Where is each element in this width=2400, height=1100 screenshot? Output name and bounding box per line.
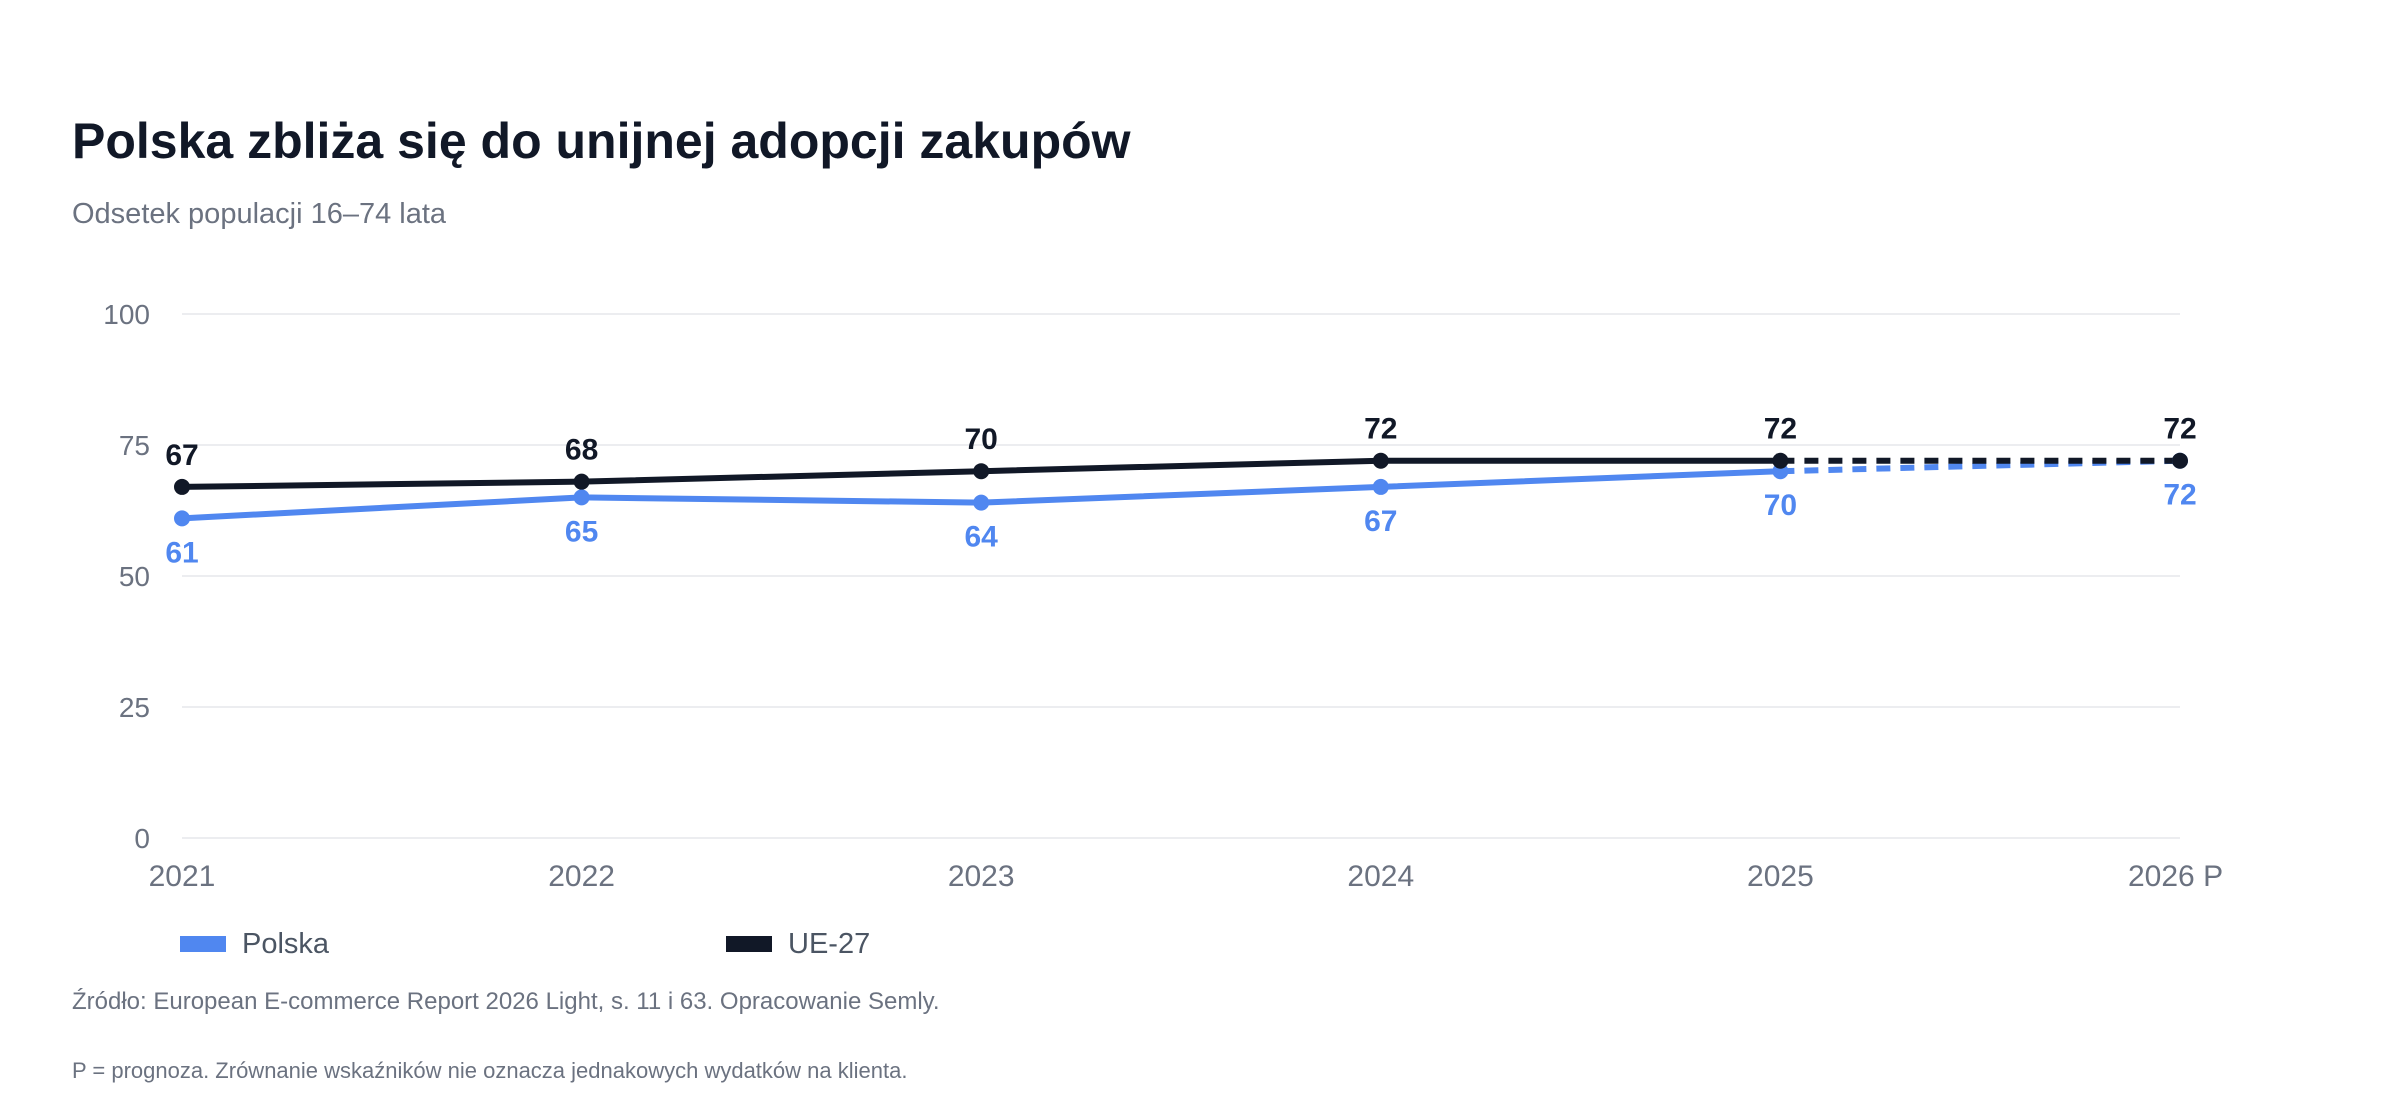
data-point-polska [1372,478,1389,495]
chart-title: Polska zbliża się do unijnej adopcji zak… [72,113,1131,169]
legend-item-ue27[interactable]: UE-27 [726,924,870,964]
data-label-ue27: 70 [965,423,998,456]
x-axis-ticks: 2021 2022 2023 2024 2025 2026 P [149,860,2223,893]
x-tick-label: 2021 [149,860,216,893]
legend-swatch-polska [180,936,226,952]
legend-label-ue27: UE-27 [788,927,871,960]
series-forecast-line-polska [1780,457,2181,475]
data-label-polska: 65 [565,515,598,548]
grid-lines [182,313,2180,839]
data-labels: 61 65 64 67 70 72 67 68 70 72 72 72 [165,413,2196,570]
x-tick-label: 2022 [548,860,615,893]
y-tick-label: 0 [134,823,150,854]
legend-swatch-ue27 [726,936,772,952]
data-label-polska: 64 [965,521,999,554]
source-note: Źródło: European E-commerce Report 2026 … [72,988,940,1015]
data-label-polska: 61 [165,536,198,569]
data-point-ue27 [1372,452,1389,469]
data-point-polska [174,510,190,527]
y-tick-label: 75 [119,430,150,461]
y-tick-label: 50 [119,561,150,592]
data-label-polska: 67 [1364,505,1397,538]
y-tick-label: 25 [119,692,150,723]
data-label-polska: 72 [2163,479,2196,512]
legend-item-polska[interactable]: Polska [180,924,329,964]
x-tick-label: 2024 [1347,860,1414,893]
data-point-ue27 [1772,452,1789,469]
x-tick-label: 2023 [948,860,1015,893]
data-label-ue27: 72 [1364,413,1397,446]
data-label-ue27: 72 [2163,413,2196,446]
y-axis-ticks: 0 25 50 75 100 [103,299,150,854]
legend-label-polska: Polska [242,927,330,960]
x-tick-label: 2026 P [2128,860,2223,893]
data-label-ue27: 72 [1764,413,1797,446]
data-point-ue27 [973,463,990,480]
data-point-ue27 [2172,452,2188,469]
data-point-polska [973,494,990,511]
data-point-ue27 [573,473,590,490]
x-tick-label: 2025 [1747,860,1814,893]
data-label-polska: 70 [1764,489,1797,522]
data-label-ue27: 68 [565,434,598,467]
series-points [174,452,2188,527]
series-lines [179,457,2181,522]
forecast-footnote: P = prognoza. Zrównanie wskaźników nie o… [72,1058,908,1083]
data-point-polska [573,489,590,506]
data-point-ue27 [174,478,190,495]
y-tick-label: 100 [103,299,150,330]
data-label-ue27: 67 [165,439,198,472]
chart-subtitle: Odsetek populacji 16–74 lata [72,198,447,230]
